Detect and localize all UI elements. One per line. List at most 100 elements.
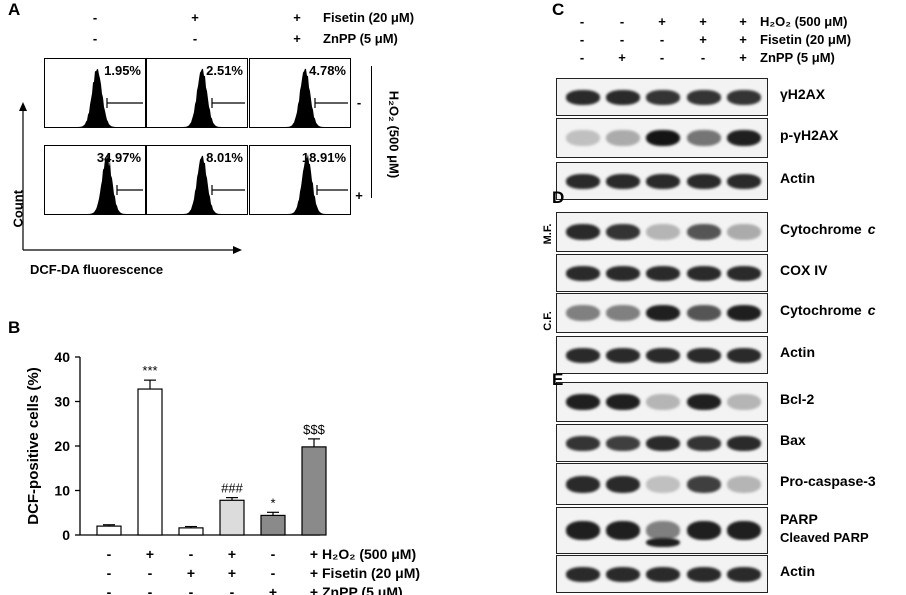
panel-c-label: C: [552, 0, 565, 19]
histogram-plot: 34.97%: [44, 145, 146, 215]
blot-image: [556, 212, 768, 252]
blot-band: [727, 130, 761, 146]
blot-band: [687, 90, 721, 105]
percent-label: 34.97%: [96, 150, 141, 165]
significance-label: ###: [221, 481, 243, 496]
condition-sign: +: [187, 565, 195, 581]
percent-label: 2.51%: [206, 63, 243, 78]
blot-label: Pro-caspase-3: [780, 473, 876, 489]
blot-band: [606, 305, 640, 321]
blot-band: [727, 174, 761, 189]
condition-sign: +: [310, 565, 318, 581]
h2o2-text: H₂O₂ (500 μM): [386, 90, 402, 179]
blot-band: [727, 567, 761, 582]
condition-sign: -: [579, 32, 585, 47]
blot-band: [606, 130, 640, 146]
blot-band: [687, 305, 721, 321]
percent-label: 1.95%: [104, 63, 141, 78]
percent-label: 8.01%: [206, 150, 243, 165]
h2o2-bracket: [371, 66, 372, 198]
condition-sign: -: [619, 14, 625, 29]
blot-image: [556, 555, 768, 593]
blot-image: [556, 162, 768, 200]
condition-sign: -: [189, 546, 194, 562]
blot-band: [566, 174, 600, 189]
blot-image: [556, 254, 768, 292]
condition-sign: +: [310, 546, 318, 562]
blot-label-text: p-γH2AX: [780, 127, 839, 143]
blot-second-label: Cleaved PARP: [780, 530, 869, 545]
condition-label: ZnPP (5 μM): [322, 584, 403, 595]
y-axis-label: DCF-positive cells (%): [25, 367, 42, 525]
blot-band: [566, 90, 600, 105]
histogram-plot: 2.51%: [146, 58, 248, 128]
significance-label: *: [270, 495, 275, 510]
blot-label-text: Actin: [780, 563, 815, 579]
y-tick-label: 10: [54, 483, 70, 499]
blot-image: [556, 118, 768, 158]
blot-band: [566, 224, 600, 240]
condition-sign: +: [269, 584, 277, 595]
blot-band: [687, 394, 721, 410]
blot-band: [646, 476, 680, 493]
blot-label: Cytochrome c: [780, 302, 875, 318]
panel-b-chart: 0 10 20 30 40 DCF-positive cells (%) *** ### * $$…: [25, 349, 420, 595]
blot-band: [606, 567, 640, 582]
blot-band: [646, 394, 680, 410]
condition-sign: +: [699, 32, 707, 47]
blot-band: [646, 305, 680, 321]
blot-band: [687, 174, 721, 189]
blot-image: [556, 293, 768, 333]
condition-sign: +: [293, 31, 301, 46]
condition-sign: +: [658, 14, 666, 29]
condition-sign: +: [739, 14, 747, 29]
blot-label-text: PARP: [780, 511, 818, 527]
condition-sign: -: [579, 14, 585, 29]
y-tick-label: 0: [62, 527, 70, 543]
histogram-plot: 18.91%: [249, 145, 351, 215]
blot-band: [566, 567, 600, 582]
blot-band: [727, 476, 761, 493]
blot-image: [556, 424, 768, 462]
blot-band: [687, 130, 721, 146]
blot-label-text: Bax: [780, 432, 806, 448]
blot-band: [727, 394, 761, 410]
panel-a-label: A: [8, 0, 21, 19]
blot-label: Actin: [780, 563, 815, 579]
blot-band: [646, 266, 680, 281]
bar: [219, 499, 245, 536]
condition-sign: -: [192, 31, 198, 46]
blot-band: [606, 224, 640, 240]
condition-sign: -: [230, 584, 235, 595]
histogram-plot: 1.95%: [44, 58, 146, 128]
h2o2-sign: -: [356, 95, 362, 110]
histogram-curve: [147, 155, 247, 214]
condition-sign: +: [618, 50, 626, 65]
blot-band: [566, 130, 600, 146]
blot-label: Bax: [780, 432, 806, 448]
condition-sign: +: [146, 546, 154, 562]
blot-image: [556, 382, 768, 422]
significance-label: ***: [142, 363, 157, 378]
blot-label-text: Cytochrome: [780, 221, 862, 237]
blot-label: p-γH2AX: [780, 127, 838, 143]
blot-image: [556, 463, 768, 505]
bar: [178, 527, 204, 536]
panel-d-label: D: [552, 188, 565, 207]
blot-label: Actin: [780, 344, 815, 360]
h2o2-side-label: H₂O₂ (500 μM): [386, 85, 402, 185]
blot-band: [606, 476, 640, 493]
blot-band: [606, 394, 640, 410]
condition-label: Fisetin (20 μM): [760, 32, 852, 47]
condition-sign: -: [659, 50, 665, 65]
cf-label: C.F.: [542, 311, 554, 331]
condition-sign: -: [107, 584, 112, 595]
condition-label: Fisetin (20 μM): [322, 565, 420, 581]
bar: [96, 525, 122, 536]
dcf-axis-label: DCF-DA fluorescence: [30, 262, 164, 277]
blot-image: [556, 78, 768, 116]
h2o2-sign: +: [355, 188, 363, 203]
condition-sign: +: [699, 14, 707, 29]
condition-sign: -: [92, 31, 98, 46]
histogram-plot: 4.78%: [249, 58, 351, 128]
